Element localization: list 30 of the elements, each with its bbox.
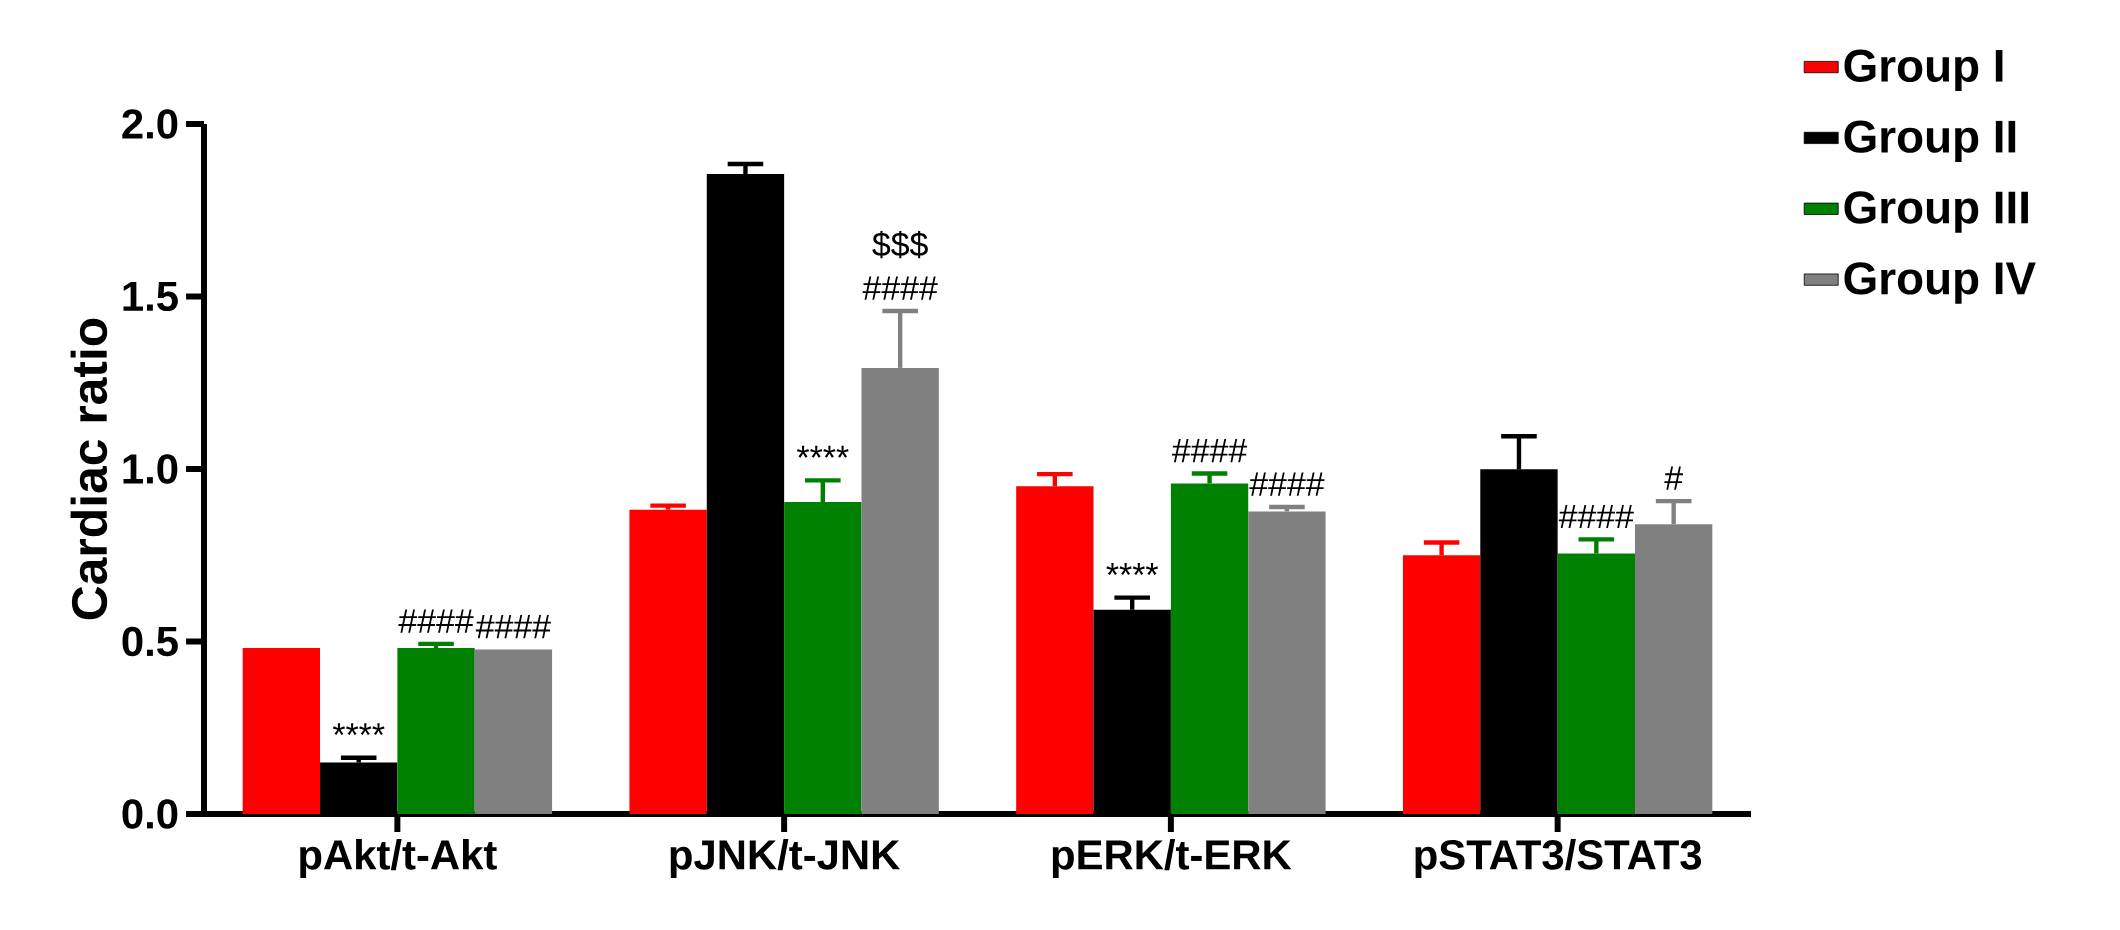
bar bbox=[242, 648, 321, 814]
bar bbox=[397, 648, 475, 814]
x-tick-label: pJNK/t-JNK bbox=[670, 838, 900, 878]
data-label: **** bbox=[1106, 563, 1159, 575]
data-label: #### bbox=[1249, 472, 1325, 496]
y-tick-label: 0.0 bbox=[122, 799, 178, 829]
x-tick-label: pAkt/t-Akt bbox=[300, 838, 497, 878]
y-tick-label: 1.5 bbox=[123, 281, 178, 312]
y-tick-label: 2.0 bbox=[122, 109, 178, 139]
data-label: #### bbox=[1172, 439, 1248, 463]
bar bbox=[629, 509, 707, 814]
annotation: $$$ bbox=[872, 230, 928, 259]
data-label: **** bbox=[332, 723, 385, 736]
legend-label: Group III bbox=[1844, 191, 2028, 233]
data-label: # bbox=[1664, 466, 1683, 490]
data-label: #### bbox=[1558, 504, 1634, 529]
y-axis-title: Cardiac ratio bbox=[70, 318, 108, 620]
legend-label: Group II bbox=[1844, 120, 2016, 162]
legend-label: Group IV bbox=[1844, 262, 2036, 304]
data-label: #### bbox=[398, 609, 474, 633]
bar bbox=[474, 649, 553, 814]
data-label: #### bbox=[862, 276, 938, 300]
y-tick-label: 1.0 bbox=[123, 454, 178, 484]
legend-label: Group I bbox=[1844, 49, 2003, 92]
data-label: #### bbox=[475, 614, 551, 639]
data-label: **** bbox=[796, 445, 849, 458]
x-tick-label: pERK/t-ERK bbox=[1052, 838, 1292, 878]
bar bbox=[1248, 511, 1326, 814]
x-tick-label: pSTAT3/STAT3 bbox=[1415, 838, 1702, 878]
y-tick-label: 0.5 bbox=[122, 626, 178, 657]
